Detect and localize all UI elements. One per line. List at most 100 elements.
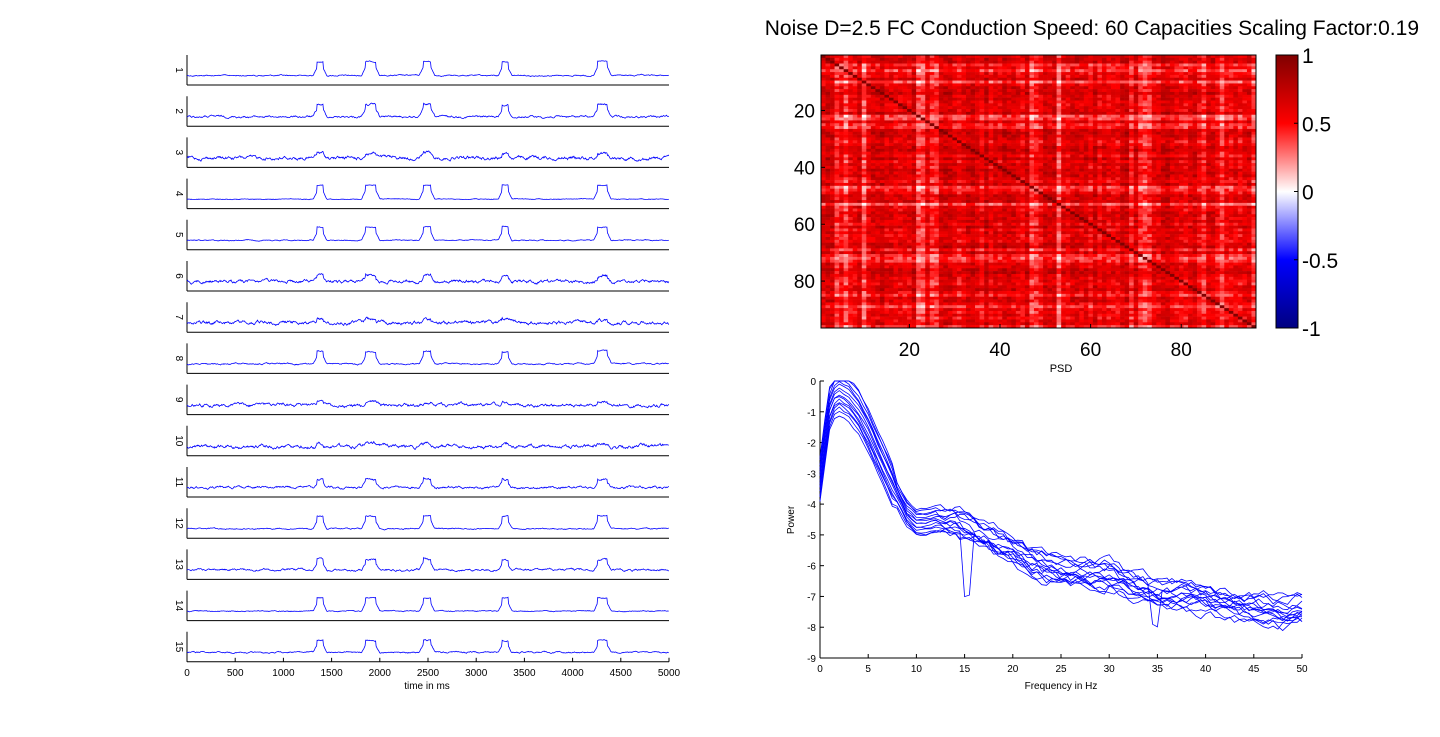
heatmap-cell <box>1020 72 1026 76</box>
heatmap-cell <box>943 91 949 96</box>
heatmap-cell <box>1142 137 1148 141</box>
heatmap-cell <box>1006 174 1012 178</box>
heatmap-cell <box>1111 80 1116 84</box>
heatmap-cell <box>1133 174 1139 178</box>
heatmap-cell <box>956 174 962 178</box>
heatmap-cell <box>1188 171 1193 175</box>
heatmap-cell <box>1197 86 1202 90</box>
heatmap-cell <box>1092 69 1098 73</box>
heatmap-cell <box>1074 66 1080 70</box>
heatmap-cell <box>1156 74 1162 79</box>
heatmap-cell <box>1120 174 1125 178</box>
heatmap-cell <box>898 131 903 135</box>
heatmap-cell <box>1188 114 1193 118</box>
heatmap-cell <box>1120 154 1125 158</box>
heatmap-cell <box>1092 97 1098 101</box>
heatmap-cell <box>1061 168 1066 172</box>
heatmap-cell <box>1111 106 1116 110</box>
heatmap-cell <box>879 140 885 144</box>
heatmap-cell <box>1151 72 1157 76</box>
heatmap-cell <box>839 200 844 204</box>
heatmap-cell <box>1142 111 1148 116</box>
heatmap-cell <box>916 194 921 198</box>
heatmap-cell <box>1219 80 1225 84</box>
heatmap-cell <box>1029 55 1035 59</box>
heatmap-cell <box>861 63 867 67</box>
heatmap-cell <box>1047 123 1053 127</box>
heatmap-cell <box>861 137 867 141</box>
heatmap-cell <box>1210 188 1216 192</box>
heatmap-cell <box>1043 163 1048 167</box>
heatmap-cell <box>1074 55 1080 59</box>
heatmap-cell <box>1133 111 1139 116</box>
heatmap-cell <box>1165 185 1171 189</box>
heatmap-cell <box>1246 140 1252 144</box>
heatmap-cell <box>1115 182 1121 187</box>
heatmap-cell <box>1002 89 1008 93</box>
heatmap-cell <box>988 197 994 201</box>
heatmap-cell <box>1224 63 1230 67</box>
heatmap-cell <box>852 137 858 141</box>
heatmap-cell <box>1052 103 1057 107</box>
heatmap-cell <box>898 109 903 113</box>
heatmap-cell <box>952 100 958 104</box>
heatmap-cell <box>1088 188 1094 192</box>
heatmap-cell <box>879 163 885 167</box>
heatmap-cell <box>898 140 903 144</box>
heatmap-cell <box>1065 72 1071 76</box>
heatmap-cell <box>1106 94 1112 98</box>
heatmap-cell <box>884 100 890 104</box>
heatmap-cell <box>1124 114 1130 118</box>
heatmap-cell <box>848 191 854 195</box>
heatmap-cell <box>1156 171 1162 175</box>
heatmap-cell <box>1033 146 1039 150</box>
heatmap-cell <box>952 91 958 96</box>
heatmap-cell <box>902 80 908 84</box>
heatmap-cell <box>843 143 849 147</box>
heatmap-cell <box>929 171 935 175</box>
heatmap-cell <box>952 80 958 84</box>
heatmap-cell <box>952 86 958 90</box>
heatmap-cell <box>1206 103 1211 107</box>
heatmap-cell <box>1142 74 1148 79</box>
heatmap-cell <box>979 74 985 79</box>
heatmap-cell <box>1237 171 1243 175</box>
heatmap-cell <box>993 171 999 175</box>
heatmap-cell <box>843 151 849 155</box>
heatmap-cell <box>893 140 899 144</box>
heatmap-cell <box>947 140 953 144</box>
heatmap-cell <box>961 143 967 147</box>
heatmap-cell <box>1092 77 1098 81</box>
heatmap-cell <box>938 57 944 61</box>
heatmap-cell <box>1124 111 1130 116</box>
heatmap-cell <box>1129 154 1134 158</box>
heatmap-cell <box>1237 86 1243 90</box>
heatmap-cell <box>1174 97 1180 101</box>
heatmap-cell <box>911 126 917 130</box>
heatmap-cell <box>997 185 1003 189</box>
heatmap-cell <box>1178 97 1184 101</box>
heatmap-cell <box>879 120 885 124</box>
heatmap-cell <box>884 163 890 167</box>
heatmap-cell <box>1120 100 1125 104</box>
heatmap-cell <box>961 140 967 144</box>
heatmap-cell <box>902 55 908 59</box>
heatmap-cell <box>1138 131 1144 135</box>
heatmap-cell <box>938 103 944 107</box>
heatmap-cell <box>1006 151 1012 155</box>
heatmap-cell <box>947 89 953 93</box>
heatmap-cell <box>1083 185 1089 189</box>
heatmap-cell <box>1101 137 1107 141</box>
heatmap-cell <box>852 128 858 133</box>
heatmap-cell <box>1079 157 1085 161</box>
heatmap-cell <box>1219 114 1225 118</box>
heatmap-cell <box>1052 60 1057 64</box>
heatmap-cell <box>1061 91 1066 96</box>
heatmap-cell <box>1106 103 1112 107</box>
heatmap-cell <box>1133 55 1139 59</box>
heatmap-cell <box>1142 182 1148 187</box>
heatmap-cell <box>1024 182 1030 187</box>
heatmap-cell <box>821 123 826 127</box>
heatmap-cell <box>1106 154 1112 158</box>
heatmap-cell <box>1056 63 1062 67</box>
